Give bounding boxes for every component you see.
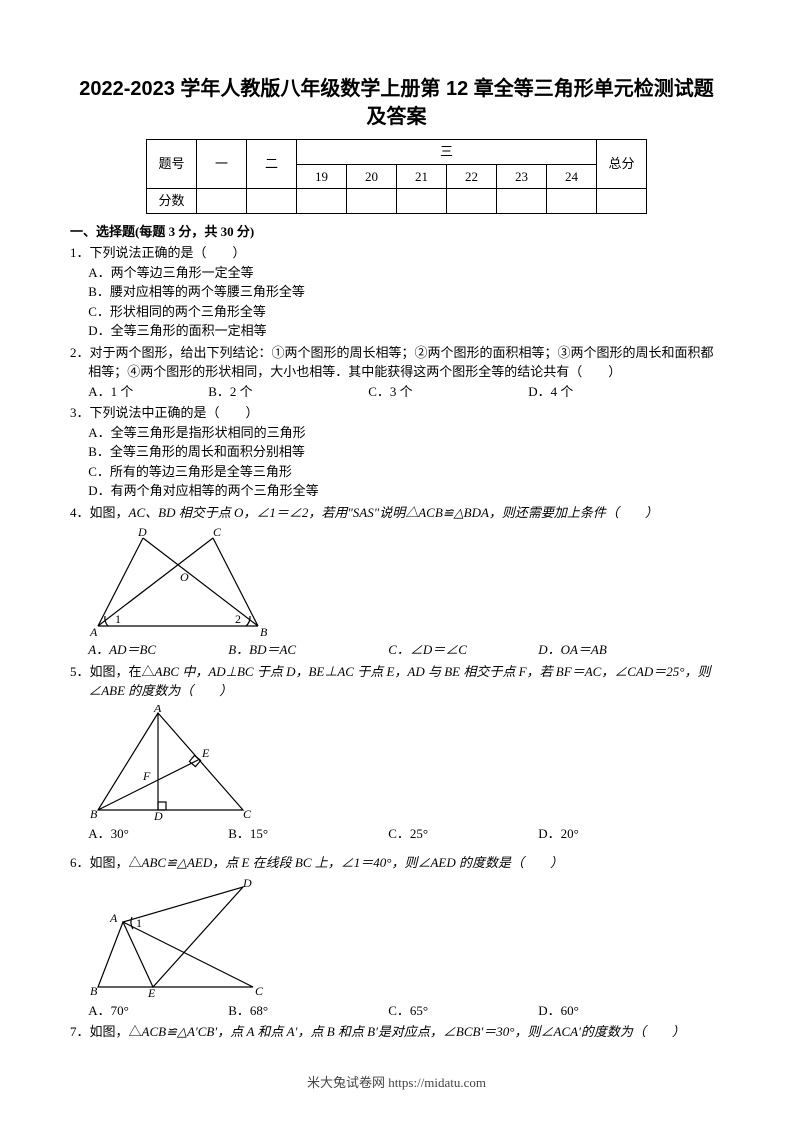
q2-option-a: A．1 个 — [88, 382, 208, 402]
q7-stem: 7．如图，△ACB≌△A′CB′，点 A 和点 A′，点 B 和点 B′是对应点… — [70, 1022, 723, 1042]
question-1: 1．下列说法正确的是（ ） A．两个等边三角形一定全等 B．腰对应相等的两个等腰… — [70, 243, 723, 341]
section-1-header: 一、选择题(每题 3 分，共 30 分) — [70, 222, 723, 242]
q6-option-d: D．60° — [538, 1001, 579, 1021]
page-footer: 米大兔试卷网 https://midatu.com — [0, 1073, 793, 1093]
score-cell — [297, 189, 347, 214]
q4-option-b: B．BD＝AC — [228, 640, 388, 660]
score-cell — [197, 189, 247, 214]
svg-text:B: B — [90, 807, 98, 820]
col-three-header: 三 — [297, 140, 597, 165]
sub-21: 21 — [397, 164, 447, 189]
q5-option-c: C．25° — [388, 824, 538, 844]
sub-22: 22 — [447, 164, 497, 189]
q6-stem: 6．如图，△ABC≌△AED，点 E 在线段 BC 上，∠1＝40°，则∠AED… — [70, 853, 723, 873]
score-cell — [247, 189, 297, 214]
score-cell — [547, 189, 597, 214]
svg-text:1: 1 — [136, 916, 142, 930]
q1-option-a: A．两个等边三角形一定全等 — [88, 263, 723, 283]
q4-option-d: D．OA＝AB — [538, 640, 607, 660]
sub-19: 19 — [297, 164, 347, 189]
q5-option-a: A．30° — [88, 824, 228, 844]
row2-label: 分数 — [147, 189, 197, 214]
q2-option-d: D．4 个 — [528, 382, 573, 402]
q6-option-c: C．65° — [388, 1001, 538, 1021]
row1-label: 题号 — [147, 140, 197, 189]
question-3: 3．下列说法中正确的是（ ） A．全等三角形是指形状相同的三角形 B．全等三角形… — [70, 403, 723, 501]
q4-option-a: A．AD＝BC — [88, 640, 228, 660]
svg-text:D: D — [137, 526, 147, 539]
q3-option-a: A．全等三角形是指形状相同的三角形 — [88, 423, 723, 443]
svg-text:E: E — [201, 746, 210, 760]
q3-option-c: C．所有的等边三角形是全等三角形 — [88, 462, 723, 482]
question-7: 7．如图，△ACB≌△A′CB′，点 A 和点 A′，点 B 和点 B′是对应点… — [70, 1022, 723, 1042]
q3-option-d: D．有两个角对应相等的两个三角形全等 — [88, 481, 723, 501]
q3-option-b: B．全等三角形的周长和面积分别相等 — [88, 442, 723, 462]
q2-option-b: B．2 个 — [208, 382, 368, 402]
svg-text:D: D — [153, 809, 163, 820]
q6-option-a: A．70° — [88, 1001, 228, 1021]
score-cell — [597, 189, 647, 214]
q6-svg: A B C D E 1 — [88, 877, 268, 997]
q1-option-b: B．腰对应相等的两个等腰三角形全等 — [88, 282, 723, 302]
svg-text:B: B — [90, 984, 98, 997]
svg-text:2: 2 — [235, 612, 241, 626]
svg-text:A: A — [109, 911, 118, 925]
q6-figure: A B C D E 1 — [70, 877, 723, 997]
question-5: 5．如图，在△ABC 中，AD⊥BC 于点 D，BE⊥AC 于点 E，AD 与 … — [70, 662, 723, 844]
score-cell — [497, 189, 547, 214]
question-6: 6．如图，△ABC≌△AED，点 E 在线段 BC 上，∠1＝40°，则∠AED… — [70, 853, 723, 1020]
question-4: 4．如图，AC、BD 相交于点 O，∠1＝∠2，若用"SAS"说明△ACB≌△B… — [70, 503, 723, 660]
svg-text:C: C — [255, 984, 264, 997]
q4-stem: 4．如图，AC、BD 相交于点 O，∠1＝∠2，若用"SAS"说明△ACB≌△B… — [70, 503, 723, 523]
q1-option-d: D．全等三角形的面积一定相等 — [88, 321, 723, 341]
q4-option-c: C．∠D＝∠C — [388, 640, 538, 660]
q5-svg: A B C D E F — [88, 705, 253, 820]
svg-text:F: F — [142, 769, 151, 783]
sub-24: 24 — [547, 164, 597, 189]
svg-text:E: E — [147, 986, 156, 997]
svg-text:A: A — [89, 625, 98, 636]
svg-text:A: A — [153, 705, 162, 715]
score-cell — [397, 189, 447, 214]
q4-figure: D C O A B 1 2 — [70, 526, 723, 636]
sub-20: 20 — [347, 164, 397, 189]
question-2: 2．对于两个图形，给出下列结论：①两个图形的周长相等；②两个图形的面积相等；③两… — [70, 343, 723, 402]
score-cell — [447, 189, 497, 214]
page-title: 2022-2023 学年人教版八年级数学上册第 12 章全等三角形单元检测试题及… — [70, 75, 723, 131]
q2-option-c: C．3 个 — [368, 382, 528, 402]
q4-svg: D C O A B 1 2 — [88, 526, 268, 636]
q3-stem: 3．下列说法中正确的是（ ） — [70, 403, 723, 423]
q5-stem: 5．如图，在△ABC 中，AD⊥BC 于点 D，BE⊥AC 于点 E，AD 与 … — [70, 662, 723, 701]
col-total: 总分 — [597, 140, 647, 189]
score-table: 题号 一 二 三 总分 19 20 21 22 23 24 分数 — [146, 139, 647, 214]
svg-text:B: B — [260, 625, 268, 636]
col-two: 二 — [247, 140, 297, 189]
sub-23: 23 — [497, 164, 547, 189]
q5-option-b: B．15° — [228, 824, 388, 844]
q5-figure: A B C D E F — [70, 705, 723, 820]
svg-text:D: D — [242, 877, 252, 890]
svg-text:C: C — [213, 526, 222, 539]
q6-option-b: B．68° — [228, 1001, 388, 1021]
q1-stem: 1．下列说法正确的是（ ） — [70, 243, 723, 263]
svg-text:1: 1 — [115, 612, 121, 626]
svg-text:O: O — [180, 570, 189, 584]
svg-text:C: C — [243, 807, 252, 820]
col-one: 一 — [197, 140, 247, 189]
q1-option-c: C．形状相同的两个三角形全等 — [88, 302, 723, 322]
score-cell — [347, 189, 397, 214]
q5-option-d: D．20° — [538, 824, 579, 844]
q2-stem: 2．对于两个图形，给出下列结论：①两个图形的周长相等；②两个图形的面积相等；③两… — [70, 343, 723, 382]
